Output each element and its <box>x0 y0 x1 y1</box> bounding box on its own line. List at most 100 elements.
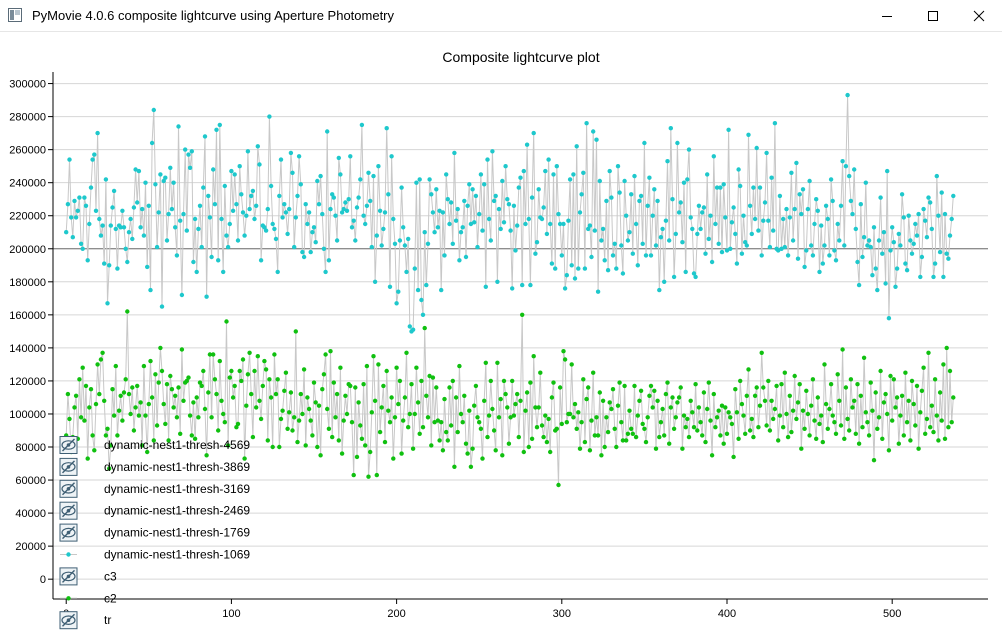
data-point <box>597 178 602 184</box>
data-point <box>343 200 348 205</box>
data-point <box>138 400 143 405</box>
data-point <box>278 157 284 162</box>
data-point <box>574 144 579 149</box>
data-point <box>417 431 422 436</box>
data-point <box>870 408 875 413</box>
legend-item[interactable]: dynamic-nest1-thresh-3869 <box>59 457 250 476</box>
data-point <box>406 425 411 430</box>
data-point <box>909 251 915 256</box>
data-point <box>116 408 122 413</box>
data-point <box>688 398 693 403</box>
legend-item[interactable]: dynamic-nest1-thresh-1069 <box>60 548 250 562</box>
data-point <box>133 167 138 172</box>
data-point <box>703 439 708 445</box>
data-point <box>904 420 910 425</box>
data-point <box>736 167 741 172</box>
data-point <box>465 451 470 456</box>
legend-item[interactable]: dynamic-nest1-thresh-4569 <box>59 436 250 454</box>
data-point <box>587 448 593 453</box>
data-point <box>164 382 170 387</box>
data-point <box>856 441 862 446</box>
legend-label: dynamic-nest1-thresh-1069 <box>104 548 250 562</box>
legend-item[interactable]: dynamic-nest1-thresh-1769 <box>59 523 250 542</box>
data-point <box>741 213 746 218</box>
data-point <box>686 147 692 152</box>
data-point <box>802 264 807 270</box>
data-point <box>923 218 928 223</box>
data-point <box>453 218 459 223</box>
data-point <box>255 144 260 149</box>
data-point <box>148 287 153 293</box>
data-point <box>176 385 181 390</box>
legend-label: c2 <box>104 591 117 605</box>
data-point <box>434 187 439 192</box>
maximize-button[interactable] <box>910 0 956 31</box>
data-point <box>757 185 763 190</box>
data-point <box>936 213 941 218</box>
data-point <box>904 268 910 273</box>
data-point <box>490 149 495 154</box>
data-point <box>339 210 345 215</box>
data-point <box>885 168 890 174</box>
data-point <box>652 388 657 393</box>
data-point <box>310 433 315 438</box>
data-point <box>567 177 573 182</box>
data-point <box>690 226 695 232</box>
data-point <box>615 164 621 169</box>
data-point <box>100 223 105 228</box>
data-point <box>617 380 622 385</box>
data-point <box>402 243 408 248</box>
data-point <box>75 208 81 213</box>
legend-item[interactable]: dynamic-nest1-thresh-3169 <box>59 479 250 498</box>
data-point <box>802 426 807 431</box>
data-point <box>161 401 166 407</box>
data-point <box>708 418 713 423</box>
y-tick-label: 120000 <box>9 376 46 388</box>
data-point <box>845 92 850 98</box>
data-point <box>336 438 341 443</box>
legend-item[interactable]: c2 <box>60 591 117 605</box>
data-point <box>660 406 665 412</box>
data-point <box>87 221 92 227</box>
data-point <box>591 129 596 134</box>
data-point <box>723 215 728 220</box>
data-point <box>934 413 939 418</box>
data-point <box>98 233 104 238</box>
data-point <box>295 193 300 199</box>
data-point <box>219 216 224 222</box>
data-point <box>929 226 934 232</box>
data-point <box>310 230 315 235</box>
data-point <box>571 172 576 177</box>
data-point <box>414 365 419 370</box>
data-point <box>695 428 700 433</box>
data-point <box>757 403 763 408</box>
data-point <box>756 425 761 430</box>
data-point <box>366 170 371 175</box>
lightcurve-plot[interactable]: Composite lightcurve plot 0 20000 40000 600… <box>0 32 1002 632</box>
data-point <box>518 398 523 403</box>
data-point <box>154 423 160 428</box>
y-tick-label: 140000 <box>9 343 46 355</box>
data-point <box>240 210 246 215</box>
legend-label: dynamic-nest1-thresh-3869 <box>104 460 250 474</box>
legend-item[interactable]: dynamic-nest1-thresh-2469 <box>59 501 250 520</box>
hidden-eye-icon <box>59 611 78 630</box>
data-point <box>797 192 802 197</box>
data-point <box>320 211 325 217</box>
close-button[interactable] <box>956 0 1002 31</box>
data-point <box>825 216 830 222</box>
data-point <box>311 225 317 230</box>
data-point <box>541 205 546 210</box>
data-point <box>627 230 632 235</box>
minimize-button[interactable] <box>864 0 910 31</box>
data-point <box>615 403 621 408</box>
data-point <box>467 408 472 413</box>
data-point <box>581 377 586 382</box>
legend-item[interactable]: c3 <box>59 567 117 586</box>
legend-item[interactable]: tr <box>59 611 111 630</box>
data-point <box>224 233 229 238</box>
data-point <box>159 304 165 309</box>
data-point <box>111 413 117 418</box>
data-point <box>894 395 900 400</box>
data-point <box>404 269 409 275</box>
